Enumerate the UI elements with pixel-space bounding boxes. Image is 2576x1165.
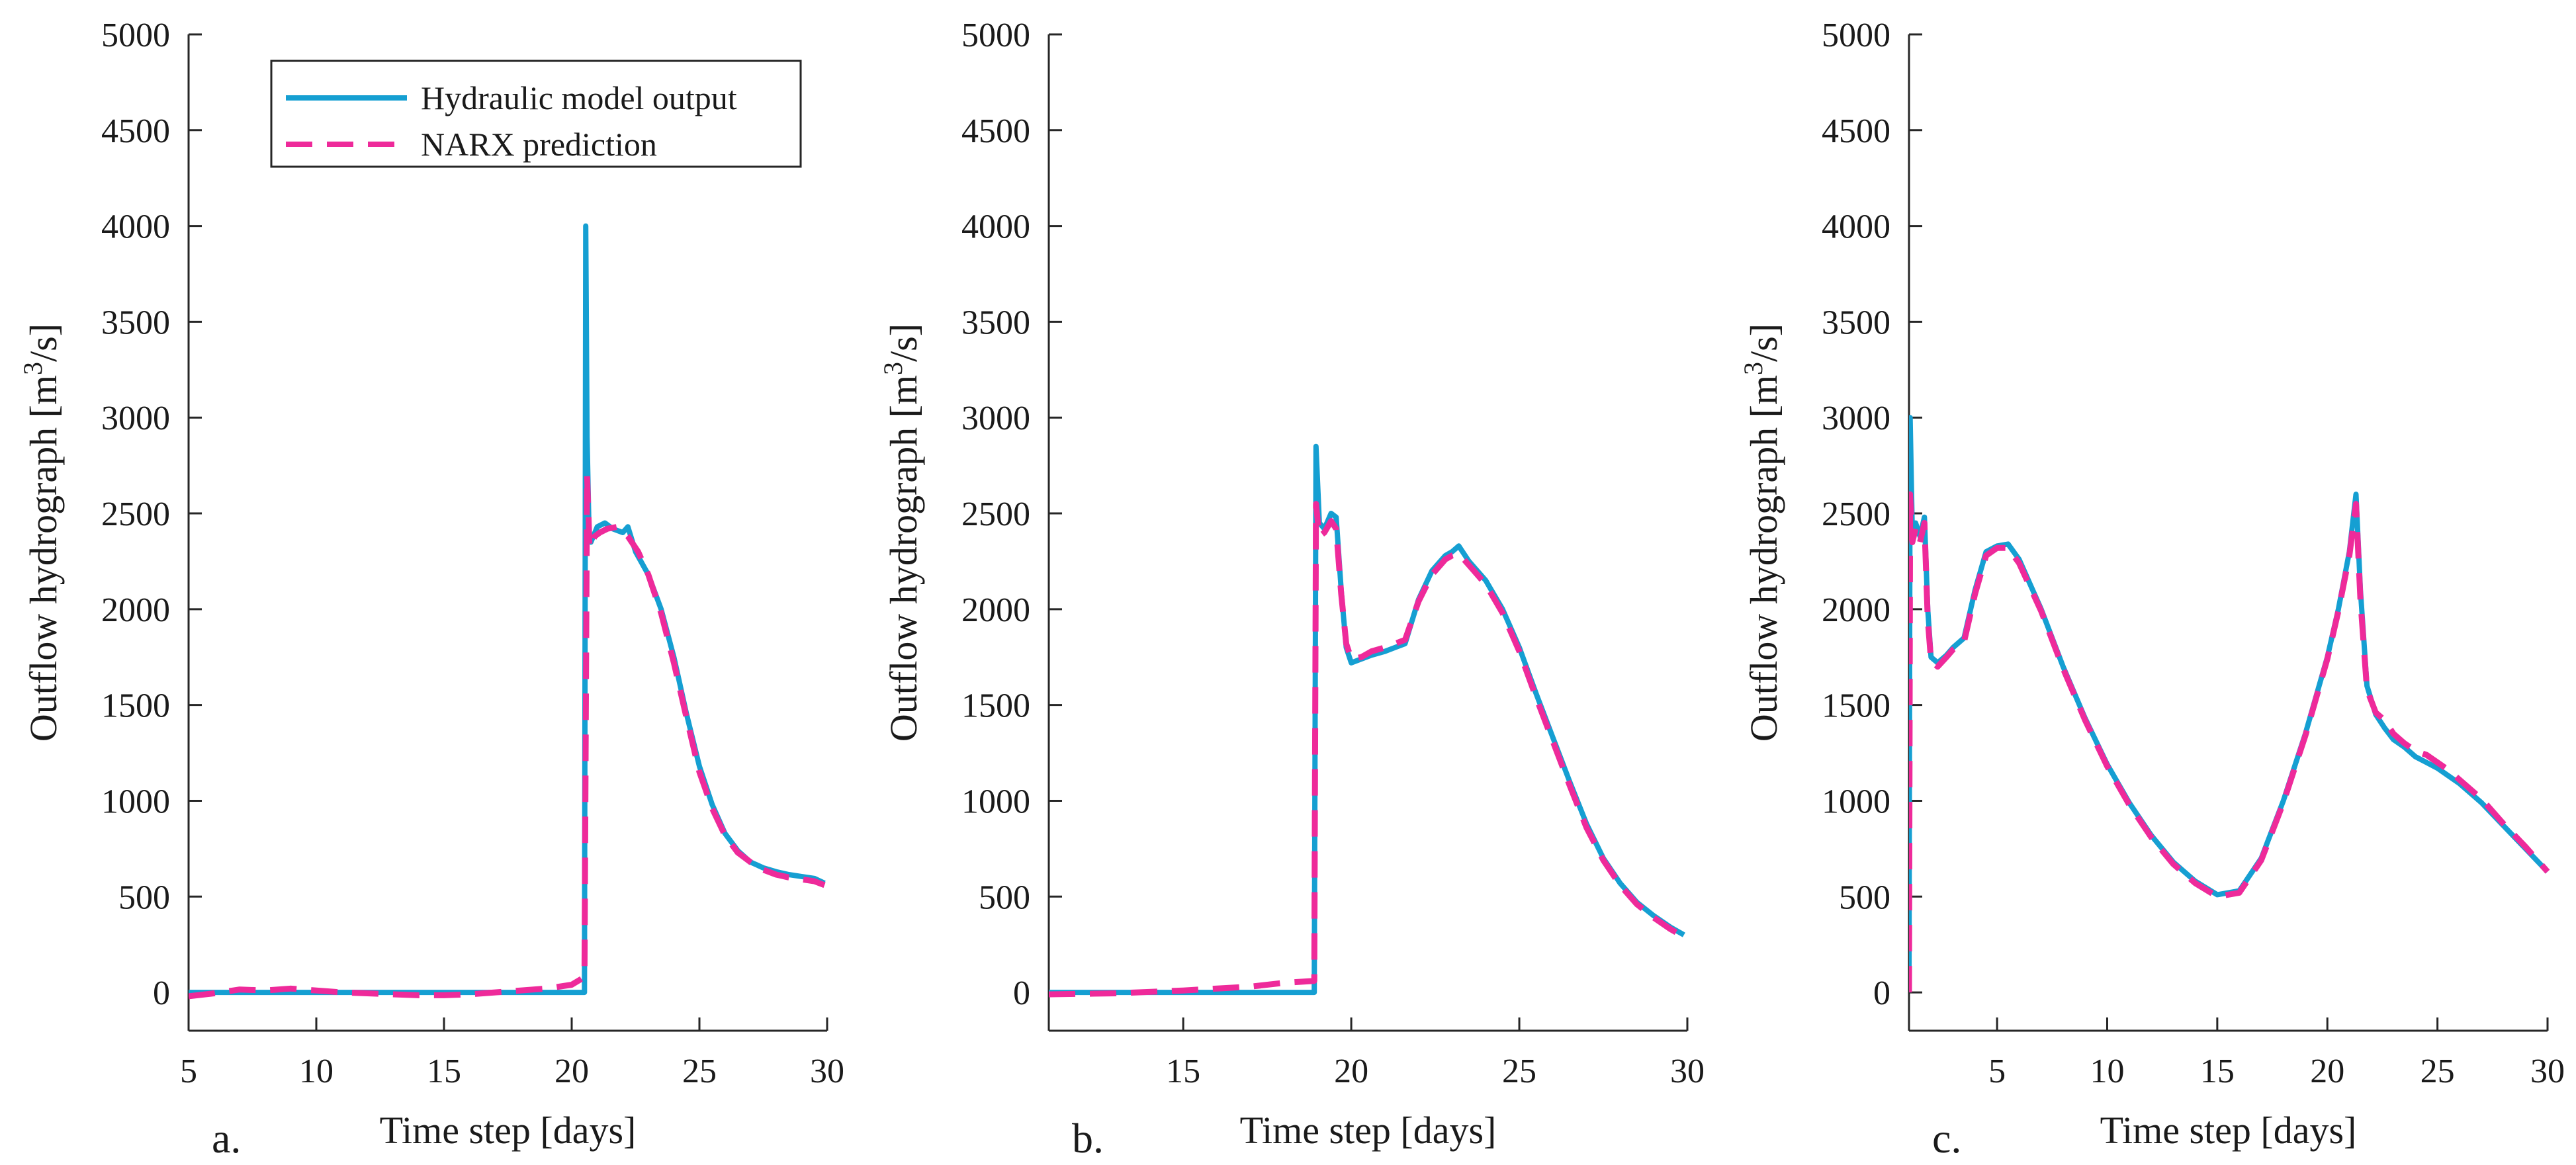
x-tick-label: 10 [2090, 1053, 2124, 1090]
panel-letter: a. [212, 1115, 241, 1162]
y-tick-label: 3000 [961, 400, 1030, 437]
y-tick-label: 0 [1013, 974, 1030, 1012]
y-tick-label: 2500 [1822, 496, 1890, 533]
y-tick-label: 1500 [1822, 687, 1890, 725]
narx-prediction-line [1909, 491, 2550, 993]
y-tick-label: 3000 [101, 400, 170, 437]
x-axis-label: Time step [days] [2100, 1109, 2357, 1152]
chart-panel-b: 0 500 1000 1500 2000 2500 3000 3500 4000 4500 5000… [878, 17, 1705, 1162]
y-tick-label: 2500 [961, 496, 1030, 533]
panel-letter: b. [1072, 1115, 1104, 1162]
y-tick-label: 1000 [101, 783, 170, 820]
y-axis-label-superscript: 3 [878, 362, 908, 375]
x-tick-label: 20 [1334, 1053, 1368, 1090]
y-tick-label: 5000 [961, 17, 1030, 54]
narx-prediction-line [189, 472, 826, 1000]
y-tick-label: 3500 [961, 304, 1030, 341]
y-tick-label: 1000 [961, 783, 1030, 820]
x-axis-label: Time step [days] [380, 1109, 637, 1152]
legend: Hydraulic model output NARX prediction [270, 60, 802, 168]
y-tick-label: 4000 [961, 208, 1030, 246]
x-tick-label: 15 [427, 1053, 461, 1090]
y-tick-label: 2000 [1822, 591, 1890, 629]
x-tick-label: 10 [299, 1053, 333, 1090]
y-axis-label-main: Outflow hydrograph [m [882, 375, 925, 742]
y-tick-label: 1000 [1822, 783, 1890, 820]
y-axis-label-tail: /s] [1742, 324, 1785, 362]
y-tick-label: 0 [1873, 974, 1890, 1012]
x-tick-label: 5 [180, 1053, 197, 1090]
y-tick-label: 1500 [961, 687, 1030, 725]
legend-label: NARX prediction [421, 126, 657, 163]
y-tick-label: 500 [1839, 879, 1890, 916]
hydraulic-model-line [1049, 443, 1685, 996]
y-tick-label: 1500 [101, 687, 170, 725]
y-tick-label: 2000 [961, 591, 1030, 629]
y-axis-label-tail: /s] [22, 324, 65, 362]
y-tick-label: 4000 [101, 208, 170, 246]
x-tick-label: 30 [1670, 1053, 1705, 1090]
x-tick-label: 15 [1166, 1053, 1200, 1090]
y-tick-label: 3000 [1822, 400, 1890, 437]
y-axis-label-main: Outflow hydrograph [m [22, 375, 65, 742]
y-tick-label: 2500 [101, 496, 170, 533]
y-tick-label: 2000 [101, 591, 170, 629]
y-tick-label: 5000 [101, 17, 170, 54]
x-tick-label: 30 [2530, 1053, 2565, 1090]
legend-label: Hydraulic model output [421, 79, 737, 116]
x-tick-label: 5 [1988, 1053, 2006, 1090]
x-axis-label: Time step [days] [1240, 1109, 1497, 1152]
x-tick-label: 30 [810, 1053, 844, 1090]
y-axis-label-superscript: 3 [18, 362, 48, 375]
chart-panel-c: 0 500 1000 1500 2000 2500 3000 3500 4000 4500 5000… [1738, 17, 2565, 1162]
x-tick-label: 25 [2421, 1053, 2455, 1090]
narx-prediction-line [1049, 501, 1686, 998]
y-tick-label: 4000 [1822, 208, 1890, 246]
hydraulic-model-line [189, 223, 826, 996]
x-tick-label: 20 [2310, 1053, 2344, 1090]
chart-panel-a: 0 500 1000 1500 2000 2500 3000 3500 4000 4500 5000… [18, 17, 844, 1162]
y-tick-label: 500 [118, 879, 170, 916]
y-tick-label: 0 [153, 974, 170, 1012]
y-tick-label: 5000 [1822, 17, 1890, 54]
hydraulic-model-line [1909, 415, 2550, 993]
y-axis-label: Outflow hydrograph [m3/s] [1738, 324, 1785, 742]
y-axis-label: Outflow hydrograph [m3/s] [18, 324, 65, 742]
y-axis-label-superscript: 3 [1738, 362, 1768, 375]
y-tick-label: 4500 [961, 112, 1030, 150]
legend-box [270, 60, 802, 168]
y-tick-label: 3500 [101, 304, 170, 341]
y-tick-label: 3500 [1822, 304, 1890, 341]
panel-letter: c. [1932, 1115, 1961, 1162]
y-axis-label: Outflow hydrograph [m3/s] [878, 324, 925, 742]
x-tick-label: 15 [2200, 1053, 2235, 1090]
y-tick-label: 4500 [101, 112, 170, 150]
x-tick-label: 25 [682, 1053, 717, 1090]
x-tick-label: 25 [1502, 1053, 1536, 1090]
y-axis-label-main: Outflow hydrograph [m [1742, 375, 1785, 742]
y-tick-label: 500 [979, 879, 1030, 916]
y-axis-label-tail: /s] [882, 324, 925, 362]
y-tick-label: 4500 [1822, 112, 1890, 150]
x-tick-label: 20 [555, 1053, 589, 1090]
